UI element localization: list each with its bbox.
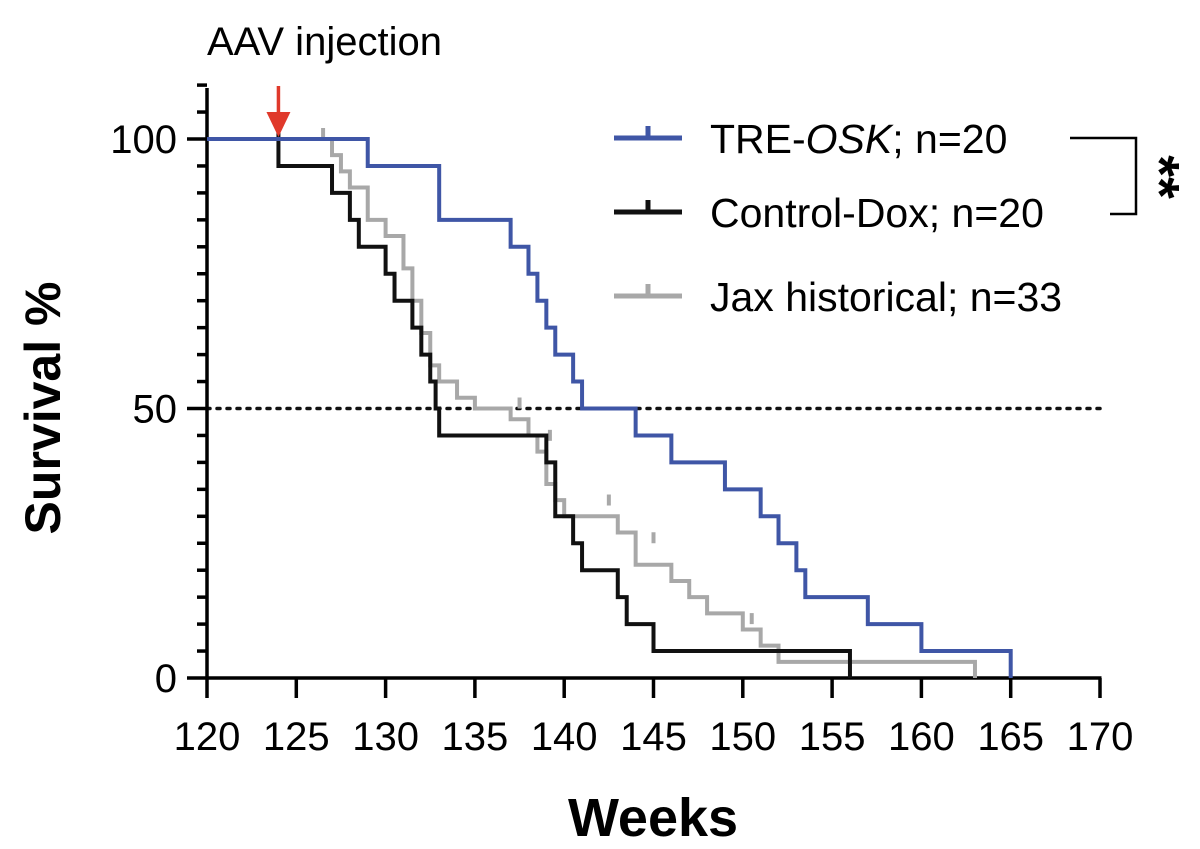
survival-curve-jax-historical [207, 137, 977, 678]
y-tick-label: 50 [133, 388, 178, 432]
x-tick-label: 155 [799, 715, 866, 759]
y-tick-label: 0 [155, 657, 177, 701]
x-axis-title: Weeks [568, 788, 738, 848]
x-tick-label: 135 [442, 715, 509, 759]
x-tick-label: 150 [709, 715, 776, 759]
y-axis-title: Survival % [15, 282, 71, 535]
legend-label-tre-osk-prefix: TRE- [710, 116, 806, 162]
x-tick-label: 165 [977, 715, 1044, 759]
legend-label-tre-osk-italic: OSK [806, 116, 894, 162]
x-tick-label: 120 [174, 715, 241, 759]
annotation-arrow-head [266, 112, 291, 137]
series-layer [207, 128, 1013, 678]
x-tick-label: 130 [352, 715, 419, 759]
significance-bracket [1070, 136, 1138, 216]
survival-curve-control-dox [207, 137, 852, 678]
x-tick-label: 140 [531, 715, 598, 759]
annotation-layer: AAV injection [207, 20, 442, 137]
y-tick-label: 100 [110, 118, 177, 162]
significance-marker: ** [1129, 155, 1192, 199]
legend-label-control-dox: Control-Dox; n=20 [710, 190, 1044, 236]
survival-curve-tre-osk [207, 137, 1013, 678]
aav-injection-label: AAV injection [207, 20, 442, 64]
legend-label-tre-osk-suffix: ; n=20 [892, 116, 1007, 162]
legend: TRE-OSK; n=20 Control-Dox; n=20 Jax hist… [614, 116, 1192, 320]
legend-label-tre-osk: TRE-OSK; n=20 [710, 116, 1007, 162]
x-tick-label: 145 [620, 715, 687, 759]
axes: 0 50 100 120 125 130 135 140 145 150 155 160 165 170 [110, 83, 1134, 759]
x-tick-label: 170 [1067, 715, 1134, 759]
x-tick-label: 160 [888, 715, 955, 759]
legend-label-jax-historical: Jax historical; n=33 [710, 274, 1062, 320]
x-tick-label: 125 [263, 715, 330, 759]
